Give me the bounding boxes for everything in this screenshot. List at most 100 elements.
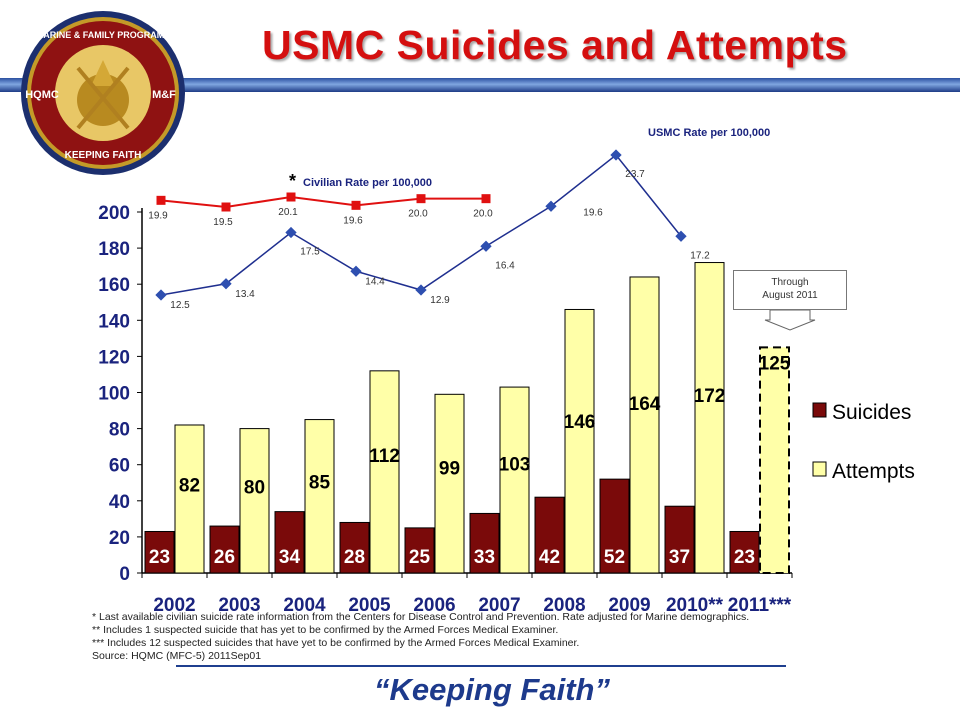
- y-tick-label: 60: [109, 456, 130, 477]
- usmc-rate-label: 17.5: [300, 247, 320, 258]
- callout-line-2: August 2011: [762, 290, 818, 301]
- usmc-rate-point: [545, 200, 557, 212]
- attempts-value-label: 82: [179, 476, 200, 497]
- x-tick-label: 2009: [608, 595, 650, 616]
- usmc-rate-point: [155, 289, 167, 301]
- footnotes: * Last available civilian suicide rate i…: [92, 611, 749, 663]
- attempts-bar: [759, 346, 790, 574]
- legend-attempts-swatch: [812, 461, 827, 477]
- civilian-rate-point: [351, 200, 361, 210]
- y-tick-label: 140: [98, 311, 130, 332]
- x-tick-label: 2007: [478, 595, 520, 616]
- usmc-rate-point: [285, 226, 297, 239]
- attempts-value-label: 103: [499, 455, 531, 476]
- suicides-bar: [469, 512, 500, 574]
- y-tick-label: 100: [98, 384, 130, 405]
- footer-slogan: “Keeping Faith”: [374, 672, 610, 707]
- footnote-1: * Last available civilian suicide rate i…: [92, 611, 750, 623]
- suicides-bar: [339, 521, 370, 574]
- attempts-value-label: 125: [759, 353, 791, 374]
- civilian-rate-point: [156, 195, 166, 205]
- callout-arrow: [764, 309, 816, 331]
- attempts-bar: [174, 424, 205, 574]
- footnote-2: ** Includes 1 suspected suicide that has…: [92, 624, 559, 636]
- seal-right-text: M&F: [152, 89, 176, 101]
- usmc-rate-point: [350, 265, 362, 277]
- usmc-rate-label: 23.7: [625, 169, 645, 180]
- suicides-bar: [274, 511, 305, 574]
- suicides-bar: [144, 530, 175, 574]
- legend-attempts-label: Attempts: [832, 460, 915, 483]
- suicides-value-label: 42: [539, 547, 560, 568]
- suicides-bar: [209, 525, 240, 574]
- usmc-rate-label: 14.4: [365, 276, 385, 287]
- attempts-bar: [564, 308, 595, 574]
- footnote-source: Source: HQMC (MFC-5) 2011Sep01: [92, 650, 262, 662]
- usmc-rate-line: [160, 153, 682, 296]
- suicides-value-label: 28: [344, 547, 365, 568]
- usmc-rate-label: 12.5: [170, 300, 190, 311]
- civilian-rate-label: 20.1: [278, 207, 298, 218]
- attempts-value-label: 172: [694, 386, 726, 407]
- attempts-value-label: 146: [564, 412, 596, 433]
- suicides-value-label: 52: [604, 547, 625, 568]
- x-tick-label: 2005: [348, 595, 391, 616]
- usmc-rate-title: USMC Rate per 100,000: [648, 127, 770, 139]
- civilian-rate-point: [221, 202, 231, 212]
- usmc-rate-point: [415, 284, 427, 296]
- seal-left-text: HQMC: [25, 89, 59, 101]
- usmc-rate-label: 13.4: [235, 289, 255, 300]
- attempts-value-label: 164: [629, 394, 661, 415]
- civilian-rate-point: [286, 192, 296, 202]
- suicides-bar: [534, 496, 565, 574]
- usmc-rate-point: [610, 149, 622, 161]
- suicides-bar: [599, 478, 630, 574]
- attempts-value-label: 99: [439, 459, 460, 480]
- x-tick-label: 2008: [543, 595, 585, 616]
- y-tick-label: 180: [98, 239, 130, 260]
- x-tick-label: 2011***: [728, 595, 792, 616]
- attempts-bar: [304, 419, 335, 574]
- legend-suicides-swatch: [812, 402, 827, 418]
- suicides-bar: [664, 505, 695, 574]
- y-tick-label: 80: [109, 420, 130, 441]
- usmc-rate-point: [480, 240, 492, 252]
- attempts-bar: [369, 370, 400, 574]
- attempts-bar: [629, 276, 660, 574]
- civilian-rate-asterisk: *: [289, 171, 296, 191]
- attempts-value-label: 112: [369, 446, 400, 467]
- header-band: [0, 78, 960, 92]
- usmc-rate-point: [675, 230, 687, 242]
- callout-line-1: Through: [771, 277, 809, 288]
- y-tick-label: 200: [98, 203, 130, 224]
- civilian-rate-point: [481, 194, 491, 204]
- y-tick-label: 20: [109, 528, 130, 549]
- suicides-value-label: 23: [734, 547, 755, 568]
- x-tick-label: 2010**: [666, 595, 724, 616]
- x-tick-label: 2006: [413, 595, 455, 616]
- civilian-rate-title: Civilian Rate per 100,000: [303, 177, 432, 189]
- page-title: USMC Suicides and Attempts: [262, 22, 848, 68]
- legend-suicides-label: Suicides: [832, 401, 911, 424]
- seal-top-text: MARINE & FAMILY PROGRAMS: [36, 30, 171, 40]
- suicides-bar: [404, 527, 435, 574]
- attempts-value-label: 80: [244, 478, 265, 499]
- suicides-value-label: 34: [279, 547, 301, 568]
- x-tick-label: 2003: [218, 595, 260, 616]
- usmc-rate-label: 19.6: [583, 207, 603, 218]
- civilian-rate-label: 20.0: [473, 209, 493, 220]
- y-tick-label: 40: [109, 492, 130, 513]
- civilian-rate-label: 19.6: [343, 215, 363, 226]
- civilian-rate-label: 19.5: [213, 217, 233, 228]
- footer-divider: [176, 665, 786, 667]
- attempts-bar: [434, 393, 465, 574]
- civilian-rate-line: [160, 195, 486, 209]
- x-tick-label: 2002: [153, 595, 195, 616]
- suicides-value-label: 26: [214, 547, 235, 568]
- usmc-rate-label: 17.2: [690, 250, 710, 261]
- y-tick-label: 120: [98, 347, 130, 368]
- footnote-3: *** Includes 12 suspected suicides that …: [92, 637, 580, 649]
- suicides-value-label: 37: [669, 547, 690, 568]
- suicides-value-label: 23: [149, 547, 170, 568]
